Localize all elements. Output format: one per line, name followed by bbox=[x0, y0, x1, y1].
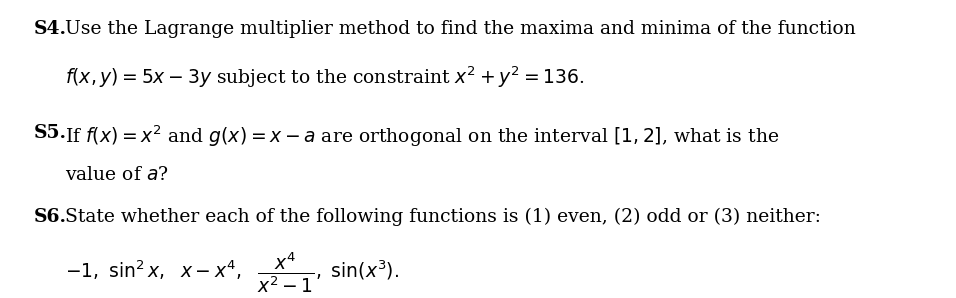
Text: S6.: S6. bbox=[33, 208, 67, 226]
Text: If $f(x) = x^2$ and $g(x) = x - a$ are orthogonal on the interval $[1, 2]$, what: If $f(x) = x^2$ and $g(x) = x - a$ are o… bbox=[65, 124, 779, 149]
Text: $f(x, y) = 5x - 3y$ subject to the constraint $x^2 + y^2 = 136$.: $f(x, y) = 5x - 3y$ subject to the const… bbox=[65, 64, 584, 90]
Text: $-1, \ \sin^2 x, \ \ x - x^4, \ \ \dfrac{x^4}{x^2 - 1}, \ \sin(x^3).$: $-1, \ \sin^2 x, \ \ x - x^4, \ \ \dfrac… bbox=[65, 250, 400, 295]
Text: S5.: S5. bbox=[33, 124, 67, 142]
Text: S4.: S4. bbox=[33, 20, 67, 38]
Text: Use the Lagrange multiplier method to find the maxima and minima of the function: Use the Lagrange multiplier method to fi… bbox=[65, 20, 856, 38]
Text: value of $a$?: value of $a$? bbox=[65, 166, 169, 184]
Text: State whether each of the following functions is (1) even, (2) odd or (3) neithe: State whether each of the following func… bbox=[65, 208, 821, 226]
